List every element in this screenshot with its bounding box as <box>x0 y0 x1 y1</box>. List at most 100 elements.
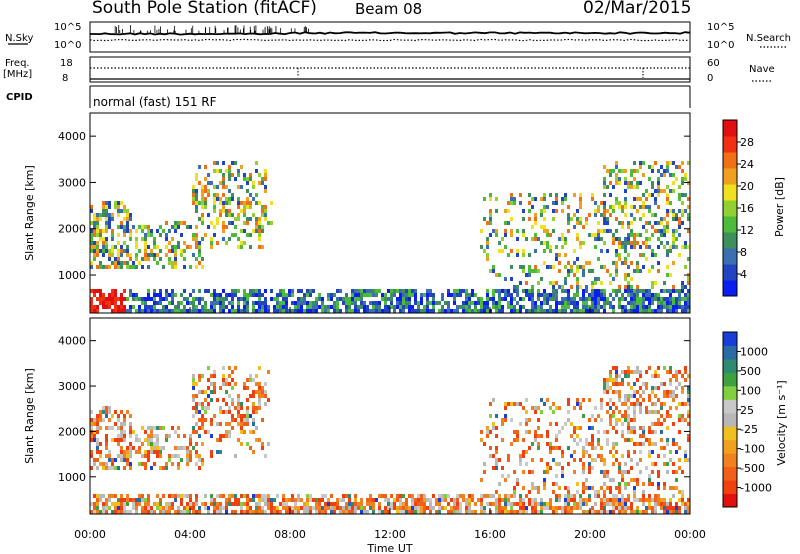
echo-cell <box>264 289 267 293</box>
echo-cell <box>372 289 375 293</box>
echo-cell <box>582 446 585 450</box>
echo-cell <box>657 454 660 458</box>
echo-cell <box>108 305 111 309</box>
echo-cell <box>360 289 363 293</box>
echo-cell <box>516 502 519 506</box>
echo-cell <box>456 498 459 502</box>
echo-cell <box>663 506 666 510</box>
echo-cell <box>390 506 393 510</box>
echo-cell <box>246 386 249 390</box>
echo-cell <box>486 434 489 438</box>
echo-cell <box>615 261 618 265</box>
echo-cell <box>150 434 153 438</box>
echo-cell <box>630 466 633 470</box>
echo-cell <box>120 249 123 253</box>
echo-cell <box>312 305 315 309</box>
echo-cell <box>615 265 618 269</box>
echo-cell <box>648 221 651 225</box>
echo-cell <box>546 241 549 245</box>
echo-cell <box>486 430 489 434</box>
echo-cell <box>291 498 294 502</box>
echo-cell <box>264 169 267 173</box>
echo-cell <box>105 438 108 442</box>
echo-cell <box>594 293 597 297</box>
echo-cell <box>192 426 195 430</box>
echo-cell <box>405 502 408 506</box>
echo-cell <box>174 257 177 261</box>
echo-cell <box>201 237 204 241</box>
echo-cell <box>441 494 444 498</box>
echo-cell <box>195 309 198 313</box>
echo-cell <box>510 506 513 510</box>
nsky-line <box>90 31 691 36</box>
echo-cell <box>153 462 156 466</box>
echo-cell <box>153 297 156 301</box>
echo-cell <box>126 309 129 313</box>
echo-cell <box>534 410 537 414</box>
echo-cell <box>120 426 123 430</box>
echo-cell <box>135 237 138 241</box>
echo-cell <box>495 450 498 454</box>
echo-cell <box>429 289 432 293</box>
echo-cell <box>150 446 153 450</box>
echo-cell <box>258 173 261 177</box>
echo-cell <box>624 498 627 502</box>
echo-cell <box>396 305 399 309</box>
echo-cell <box>624 398 627 402</box>
echo-cell <box>660 289 663 293</box>
colorbar-swatch <box>723 439 737 454</box>
echo-cell <box>138 309 141 313</box>
echo-cell <box>129 454 132 458</box>
echo-cell <box>636 309 639 313</box>
echo-cell <box>180 494 183 498</box>
nsky-strip: N.Sky 10^5 10^0 10^5 10^0 N.Search <box>5 21 791 53</box>
echo-cell <box>297 297 300 301</box>
echo-cell <box>114 289 117 293</box>
echo-cell <box>609 293 612 297</box>
echo-cell <box>105 205 108 209</box>
echo-cell <box>537 406 540 410</box>
echo-cell <box>612 261 615 265</box>
echo-cell <box>630 245 633 249</box>
echo-cell <box>465 498 468 502</box>
echo-cell <box>630 394 633 398</box>
echo-cell <box>123 233 126 237</box>
echo-cell <box>633 301 636 305</box>
echo-cell <box>153 253 156 257</box>
echo-cell <box>492 494 495 498</box>
echo-cell <box>540 277 543 281</box>
echo-cell <box>480 438 483 442</box>
echo-cell <box>192 233 195 237</box>
echo-cell <box>606 297 609 301</box>
echo-cell <box>147 458 150 462</box>
echo-cell <box>210 241 213 245</box>
echo-cell <box>186 301 189 305</box>
echo-cell <box>342 494 345 498</box>
echo-cell <box>252 402 255 406</box>
echo-cell <box>687 197 690 201</box>
echo-cell <box>222 366 225 370</box>
echo-cell <box>105 297 108 301</box>
echo-cell <box>264 309 267 313</box>
echo-cell <box>603 382 606 386</box>
echo-cell <box>240 506 243 510</box>
echo-cell <box>624 177 627 181</box>
echo-cell <box>624 245 627 249</box>
echo-cell <box>192 382 195 386</box>
echo-cell <box>354 498 357 502</box>
echo-cell <box>501 506 504 510</box>
echo-cell <box>171 293 174 297</box>
echo-cell <box>369 293 372 297</box>
echo-cell <box>189 434 192 438</box>
echo-cell <box>621 434 624 438</box>
colorbar-tick: -25 <box>740 423 758 436</box>
echo-cell <box>606 169 609 173</box>
echo-cell <box>642 301 645 305</box>
echo-cell <box>612 241 615 245</box>
echo-cell <box>648 474 651 478</box>
echo-cell <box>621 209 624 213</box>
echo-cell <box>591 510 594 514</box>
echo-cell <box>108 506 111 510</box>
echo-cell <box>246 502 249 506</box>
echo-cell <box>636 378 639 382</box>
